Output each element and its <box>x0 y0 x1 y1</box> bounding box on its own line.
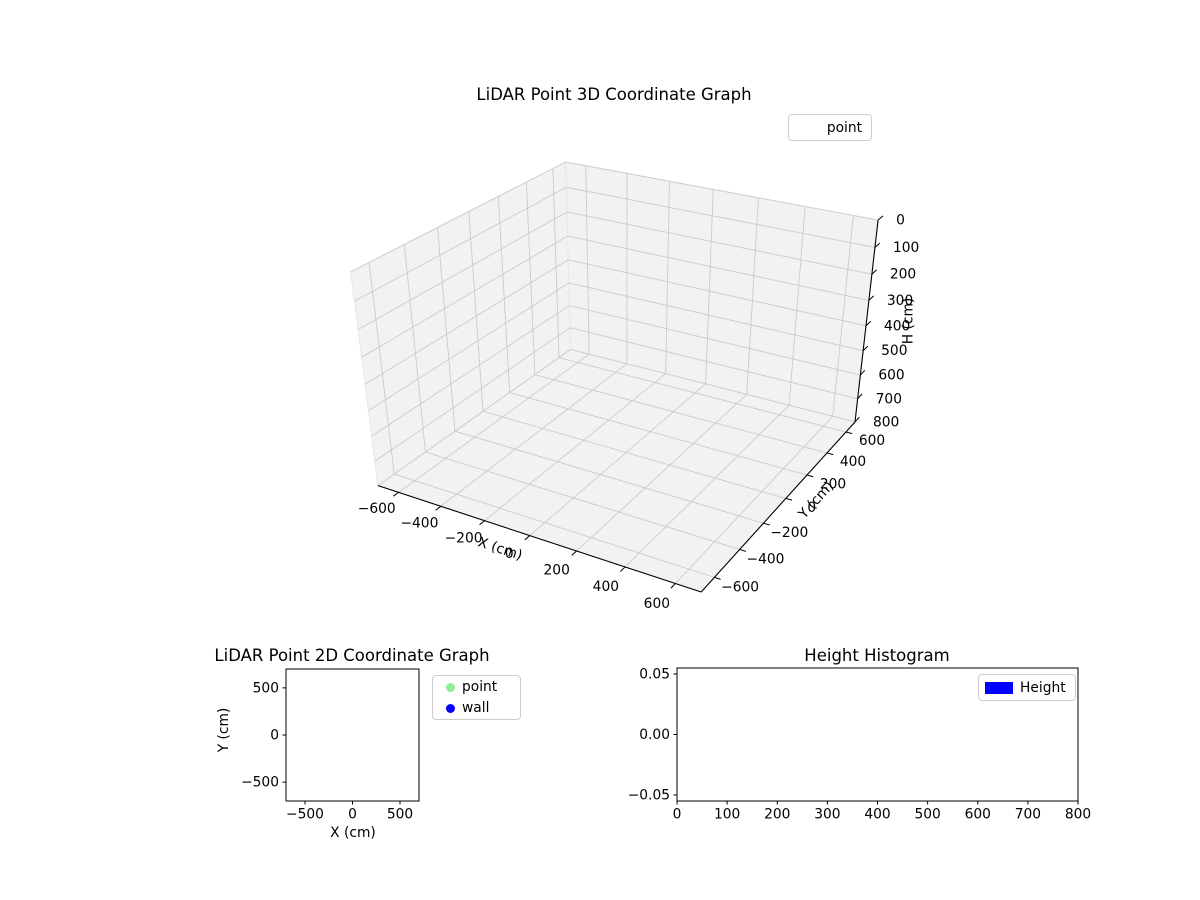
svg-text:0.00: 0.00 <box>639 727 670 743</box>
hist-title: Height Histogram <box>804 646 950 665</box>
svg-text:600: 600 <box>644 596 670 612</box>
svg-text:0: 0 <box>348 807 357 823</box>
plot2d-legend-label-wall: wall <box>462 700 490 716</box>
plot3d-spines <box>377 219 879 593</box>
point-marker-icon <box>446 682 455 692</box>
svg-text:100: 100 <box>893 240 919 256</box>
svg-text:600: 600 <box>965 807 991 823</box>
svg-text:700: 700 <box>876 391 902 407</box>
svg-text:0: 0 <box>807 500 816 516</box>
svg-text:0: 0 <box>270 728 279 744</box>
svg-text:−500: −500 <box>286 807 324 823</box>
svg-text:0: 0 <box>673 807 682 823</box>
svg-text:300: 300 <box>887 293 913 309</box>
svg-text:100: 100 <box>714 807 740 823</box>
plot3d-grid <box>350 161 879 584</box>
svg-text:600: 600 <box>859 433 885 449</box>
hist-tick-labels: 0 100 200 300 400 500 600 700 800 0.05 0.00 −0.05 <box>628 667 1091 823</box>
plot2d-tick-labels: −500 0 500 500 0 −500 <box>241 680 413 822</box>
svg-text:200: 200 <box>820 476 846 492</box>
hist-ticks <box>673 673 1079 805</box>
svg-text:400: 400 <box>884 318 910 334</box>
plot2d-legend: point wall <box>432 675 521 720</box>
plot2d-ylabel: Y (cm) <box>216 707 232 753</box>
plot3d-legend: point <box>788 114 872 141</box>
svg-text:0.05: 0.05 <box>639 667 670 683</box>
plot3d-tick-labels: −600−400−2000200400600−600−400−200020040… <box>358 213 919 613</box>
svg-text:200: 200 <box>544 562 570 578</box>
svg-text:500: 500 <box>914 807 940 823</box>
height-swatch-icon <box>985 681 1013 694</box>
svg-text:600: 600 <box>878 368 904 384</box>
svg-text:200: 200 <box>764 807 790 823</box>
svg-text:−500: −500 <box>241 775 279 791</box>
plot2d-legend-item-wall: wall <box>446 699 520 717</box>
svg-text:−400: −400 <box>400 516 438 532</box>
plot3d-legend-label: point <box>826 119 862 136</box>
svg-text:400: 400 <box>864 807 890 823</box>
svg-text:−200: −200 <box>445 531 483 547</box>
svg-text:−400: −400 <box>747 551 785 567</box>
plot2d-xlabel: X (cm) <box>330 825 376 841</box>
svg-text:400: 400 <box>593 579 619 595</box>
plot3d-ticks <box>393 215 884 589</box>
svg-text:X (cm): X (cm) <box>476 534 524 563</box>
svg-text:−600: −600 <box>358 501 396 517</box>
svg-text:H (cm): H (cm) <box>901 298 917 345</box>
plot2d-ticks <box>282 687 401 805</box>
svg-text:Y (cm): Y (cm) <box>795 478 837 523</box>
plot2d-frame <box>285 668 420 802</box>
svg-text:0: 0 <box>896 213 905 229</box>
svg-text:300: 300 <box>814 807 840 823</box>
svg-text:−0.05: −0.05 <box>628 787 670 803</box>
plot2d-title: LiDAR Point 2D Coordinate Graph <box>214 646 490 665</box>
svg-text:700: 700 <box>1015 807 1041 823</box>
svg-text:800: 800 <box>1065 807 1091 823</box>
svg-text:500: 500 <box>881 343 907 359</box>
svg-text:500: 500 <box>387 807 413 823</box>
plot2d-legend-item-point: point <box>446 678 520 696</box>
plot3d-panes <box>350 161 879 593</box>
plot2d-legend-label-point: point <box>462 679 498 695</box>
plot3d-title: LiDAR Point 3D Coordinate Graph <box>476 85 752 104</box>
wall-marker-icon <box>446 703 455 713</box>
svg-text:−600: −600 <box>721 580 759 596</box>
svg-text:0: 0 <box>505 546 514 562</box>
svg-text:−200: −200 <box>770 525 808 541</box>
hist-legend-label: Height <box>1020 679 1066 696</box>
svg-text:200: 200 <box>890 267 916 283</box>
hist-legend: Height <box>978 674 1076 701</box>
svg-text:500: 500 <box>253 680 279 696</box>
svg-text:400: 400 <box>840 454 866 470</box>
svg-text:800: 800 <box>873 414 899 430</box>
